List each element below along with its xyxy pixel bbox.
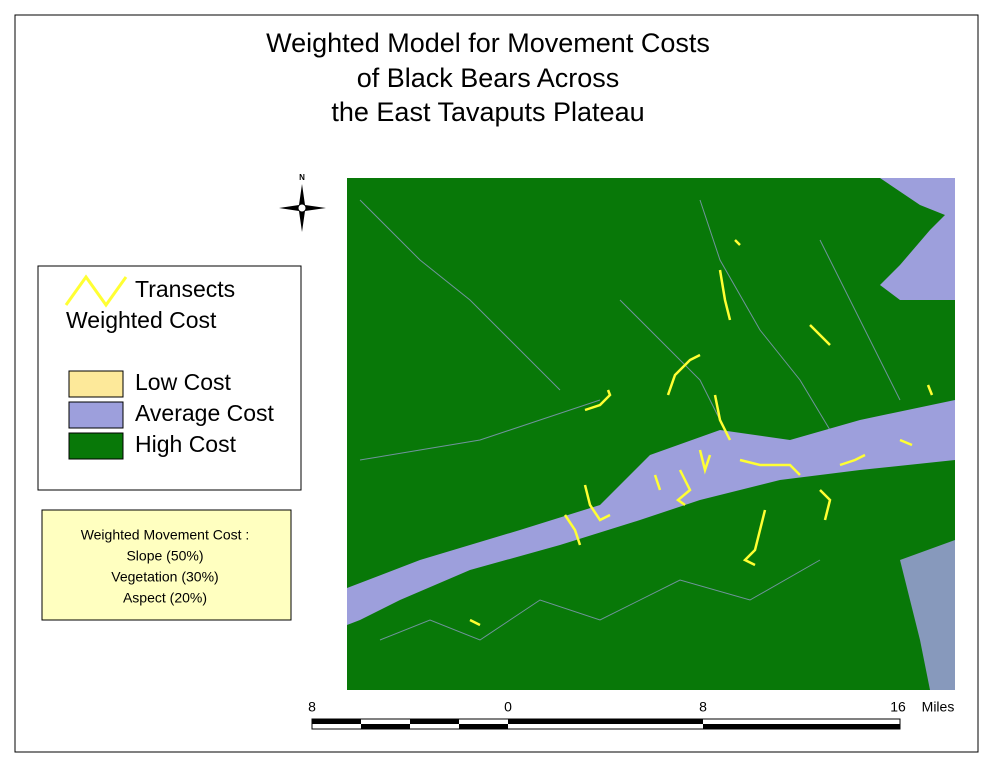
legend-label: Average Cost	[135, 400, 275, 426]
legend-label: Transects	[135, 276, 235, 302]
scale-label: 0	[504, 699, 512, 715]
title-line: the East Tavaputs Plateau	[331, 97, 644, 127]
scale-bar: Miles 8 0 8 16	[308, 699, 955, 730]
title-line: Weighted Model for Movement Costs	[266, 28, 710, 58]
scale-label: 8	[699, 699, 707, 715]
legend-label: Low Cost	[135, 369, 231, 395]
average-cost-band	[347, 400, 955, 625]
note-line: Aspect (20%)	[123, 590, 207, 606]
drainages	[359, 199, 901, 641]
legend: Transects Weighted Cost Low Cost Average …	[37, 265, 302, 491]
average-cost-area	[900, 540, 955, 690]
scale-label: 8	[308, 699, 316, 715]
scale-unit: Miles	[922, 699, 955, 715]
legend-swatch	[68, 432, 124, 460]
note-box	[41, 509, 292, 621]
legend-items: Low Cost Average Cost High Cost	[68, 369, 275, 460]
legend-label: High Cost	[135, 431, 237, 457]
note-line: Slope (50%)	[126, 548, 203, 564]
note-line: Weighted Movement Cost :	[81, 527, 250, 543]
north-arrow: N	[279, 173, 326, 232]
note: Weighted Movement Cost : Slope (50%) Veg…	[41, 509, 292, 621]
title-line: of Black Bears Across	[357, 63, 620, 93]
transect-symbol	[64, 274, 128, 308]
average-cost-area	[880, 178, 955, 300]
map	[347, 178, 955, 690]
legend-heading: Weighted Cost	[66, 307, 217, 333]
north-label: N	[299, 173, 305, 182]
scale-label: 16	[890, 699, 906, 715]
transects	[469, 239, 934, 627]
legend-swatch	[68, 370, 124, 398]
legend-swatch	[68, 401, 124, 429]
note-line: Vegetation (30%)	[111, 569, 218, 585]
